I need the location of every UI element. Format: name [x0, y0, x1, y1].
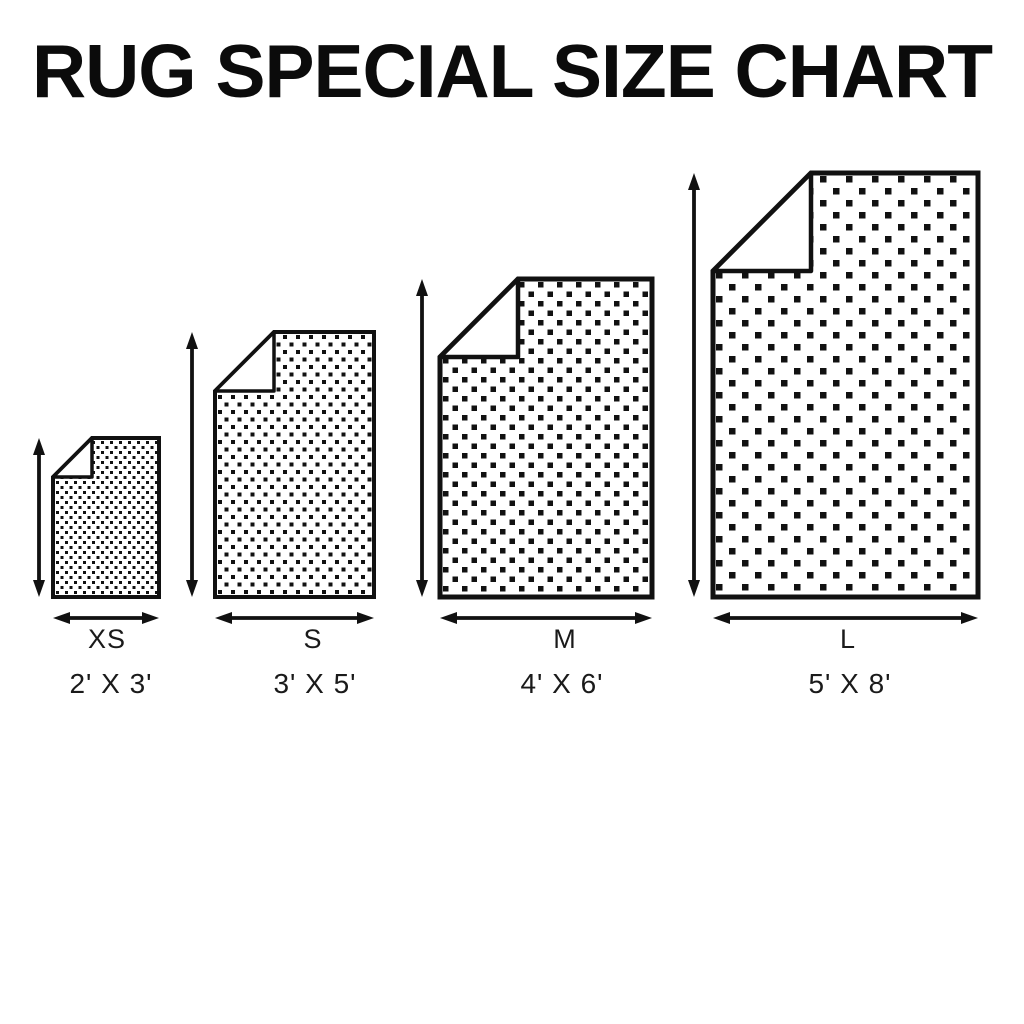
rug-xs-fold-corner [51, 436, 94, 479]
rug-l [688, 170, 981, 624]
rug-s [186, 330, 376, 624]
height-arrow-l [688, 173, 700, 597]
rug-m-fold-corner [437, 276, 521, 360]
width-arrow-m [440, 612, 652, 624]
size-label-xs: XS [87, 624, 127, 654]
size-label-m: M [553, 624, 577, 654]
dimension-label-m: 4' X 6' [520, 668, 604, 699]
dimension-label-xs: 2' X 3' [69, 668, 153, 699]
rug-xs [33, 436, 161, 624]
height-arrow-m [416, 279, 428, 597]
width-arrow-s [215, 612, 374, 624]
size-label-l: L [839, 624, 857, 654]
size-label-s: S [303, 624, 323, 654]
dimension-label-s: 3' X 5' [273, 668, 357, 699]
width-arrow-l [713, 612, 978, 624]
dimension-label-l: 5' X 8' [808, 668, 892, 699]
height-arrow-xs [33, 438, 45, 597]
rug-m [416, 276, 655, 624]
width-arrow-xs [53, 612, 159, 624]
height-arrow-s [186, 332, 198, 597]
rug-l-fold-corner [710, 170, 814, 274]
chart-title: RUG SPECIAL SIZE CHART [31, 29, 993, 113]
rug-s-fold-corner [213, 330, 276, 393]
